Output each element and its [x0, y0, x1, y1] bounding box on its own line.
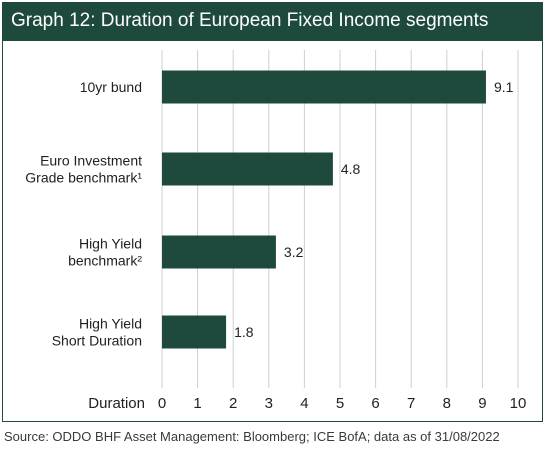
x-tick-label: 2 [229, 395, 237, 412]
bar-value-label: 3.2 [284, 244, 304, 260]
x-tick-label: 1 [193, 395, 201, 412]
bar-value-label: 9.1 [494, 79, 514, 95]
category-label: High Yield [79, 316, 142, 332]
x-tick-label: 7 [407, 395, 415, 412]
bar-value-label: 1.8 [234, 324, 254, 340]
category-label: High Yield [79, 236, 142, 252]
x-tick-label: 4 [300, 395, 308, 412]
x-tick-label: 6 [371, 395, 379, 412]
x-tick-label: 5 [336, 395, 344, 412]
source-note: Source: ODDO BHF Asset Management: Bloom… [4, 429, 500, 444]
x-tick-label: 9 [478, 395, 486, 412]
x-tick-label: 8 [443, 395, 451, 412]
category-label: Grade benchmark¹ [25, 170, 142, 186]
category-label: benchmark² [68, 253, 142, 269]
x-axis-label: Duration [88, 395, 145, 412]
bar [162, 70, 486, 104]
category-label: Euro Investment [40, 153, 142, 169]
category-label: 10yr bund [80, 79, 142, 95]
x-tick-label: 3 [265, 395, 273, 412]
bar [162, 315, 227, 349]
bar [162, 152, 333, 186]
x-tick-label: 10 [510, 395, 527, 412]
bar [162, 235, 276, 269]
chart-header: Graph 12: Duration of European Fixed Inc… [3, 3, 542, 41]
category-label: Short Duration [52, 333, 142, 349]
bar-value-label: 4.8 [341, 161, 361, 177]
chart-title: Graph 12: Duration of European Fixed Inc… [11, 10, 489, 31]
x-tick-label: 0 [158, 395, 166, 412]
